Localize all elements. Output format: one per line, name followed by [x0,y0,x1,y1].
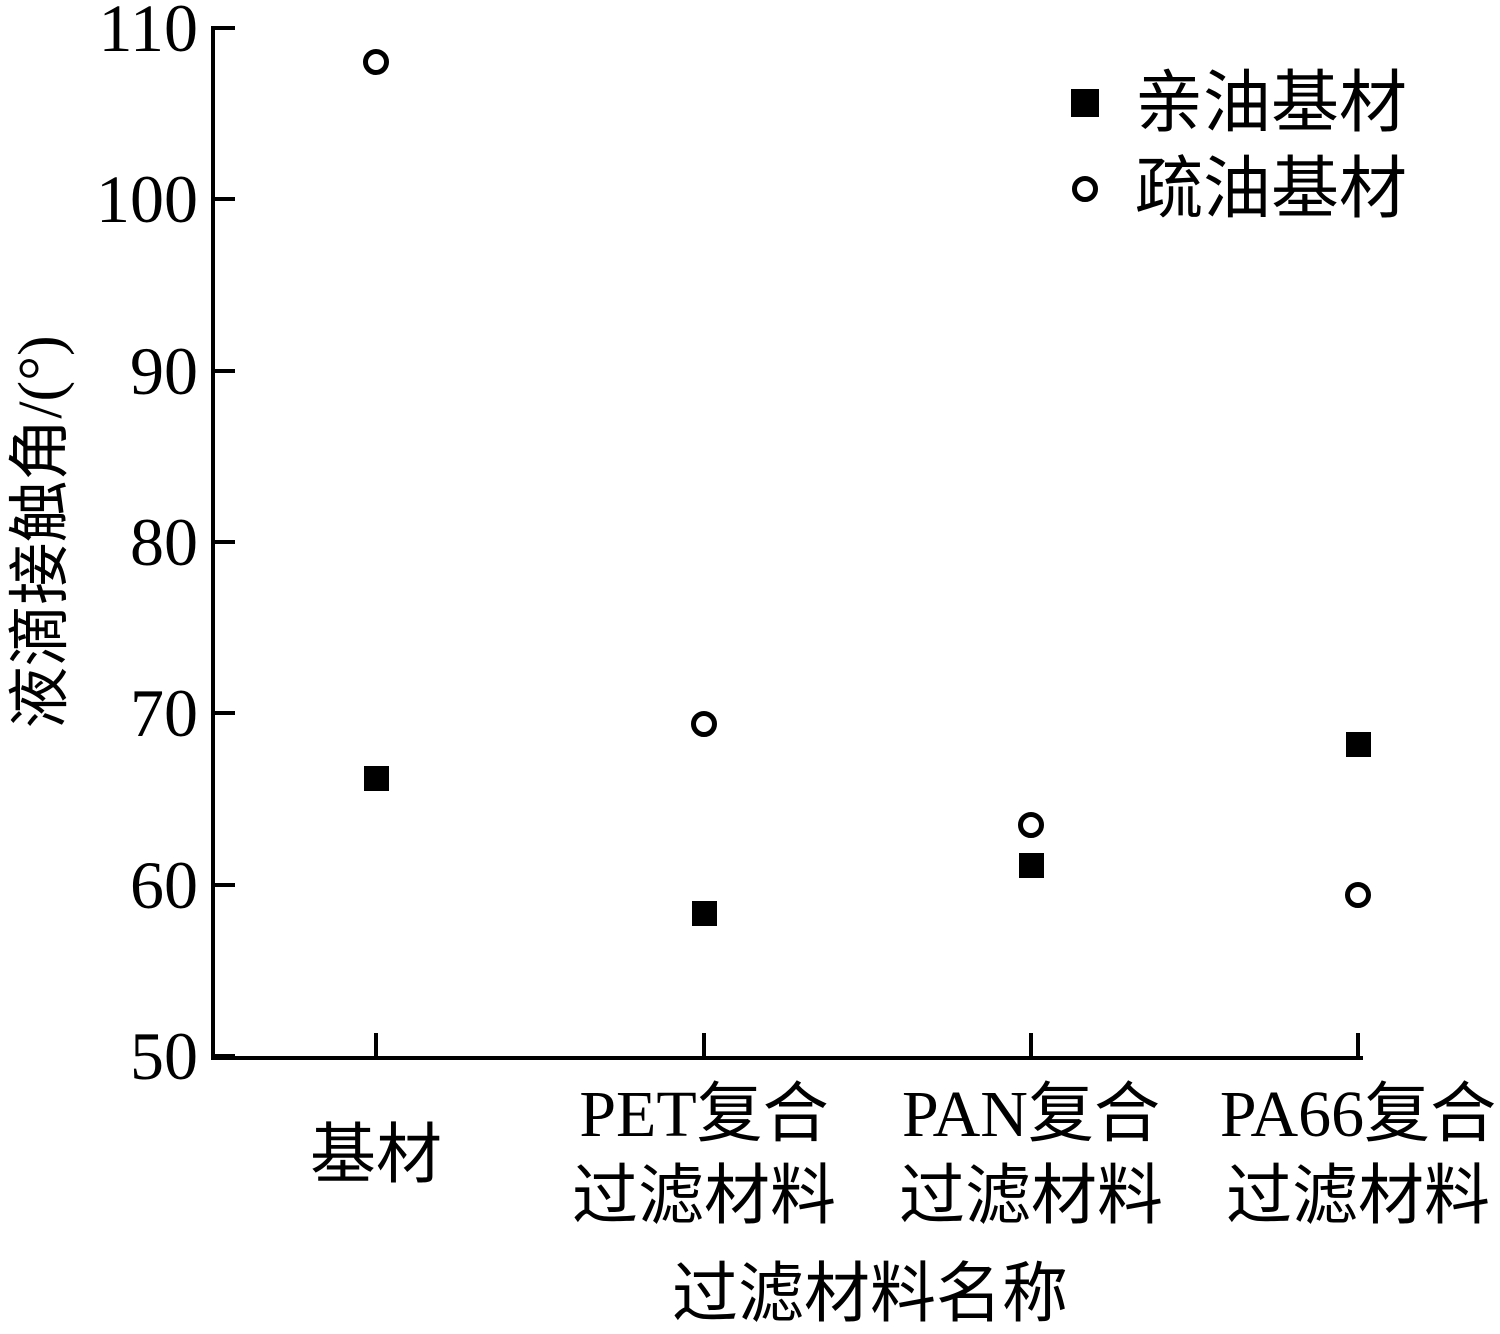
x-category-label: 基材 [206,1072,546,1240]
x-category-label: PAN复合过滤材料 [861,1072,1201,1240]
x-tick [702,1033,706,1056]
y-tick [215,1054,235,1058]
data-point-open-circle [1018,811,1044,838]
y-tick [215,540,235,544]
data-point-filled-square [691,901,717,927]
y-tick-label: 90 [130,332,198,409]
legend-marker-box [1063,176,1107,202]
legend: 亲油基材 疏油基材 [1063,60,1407,232]
legend-marker-box [1063,89,1107,117]
x-category-label-line: PAN复合 [902,1078,1160,1151]
x-category-label-line: 过滤材料 [899,1160,1163,1233]
x-tick [374,1033,378,1056]
x-category-label-line: 过滤材料 [1226,1160,1490,1233]
y-tick-label: 50 [130,1018,198,1094]
data-point-filled-square [363,765,389,791]
open-circle-icon [1072,176,1098,202]
x-category-label-line: PA66复合 [1219,1078,1497,1151]
data-point-open-circle [1345,881,1371,908]
legend-label: 疏油基材 [1135,151,1408,227]
data-point-filled-square [1018,853,1044,879]
y-tick [215,368,235,373]
x-category-label-line: 基材 [310,1119,442,1192]
legend-item-oleophilic-substrate: 亲油基材 [1063,60,1407,146]
y-tick [215,197,235,202]
y-axis-title: 液滴接触角/(°) [7,335,75,729]
y-tick-label: 100 [96,161,198,238]
filled-square-icon [1071,89,1099,117]
data-point-open-circle [363,49,389,76]
x-category-label: PA66复合 过滤材料 [1188,1072,1500,1240]
y-tick-label: 110 [98,0,198,66]
legend-item-oleophobic-substrate: 疏油基材 [1063,146,1407,232]
data-point-open-circle [691,710,717,737]
y-tick [215,711,235,716]
y-tick-label: 60 [130,846,198,923]
legend-label: 亲油基材 [1135,65,1408,141]
y-tick [215,26,235,30]
y-tick-label: 80 [130,504,198,580]
x-category-label-line: 过滤材料 [572,1160,836,1233]
x-axis-title: 过滤材料名称 [672,1258,1068,1331]
y-axis-line [211,26,215,1060]
x-tick [1029,1033,1033,1056]
x-axis-line [211,1056,1363,1060]
x-category-label: PET复合过滤材料 [534,1072,874,1240]
y-tick-label: 70 [130,675,198,752]
x-category-label-line: PET复合 [579,1078,829,1151]
x-tick [1356,1033,1360,1056]
y-tick [215,882,235,887]
data-point-filled-square [1345,731,1371,757]
